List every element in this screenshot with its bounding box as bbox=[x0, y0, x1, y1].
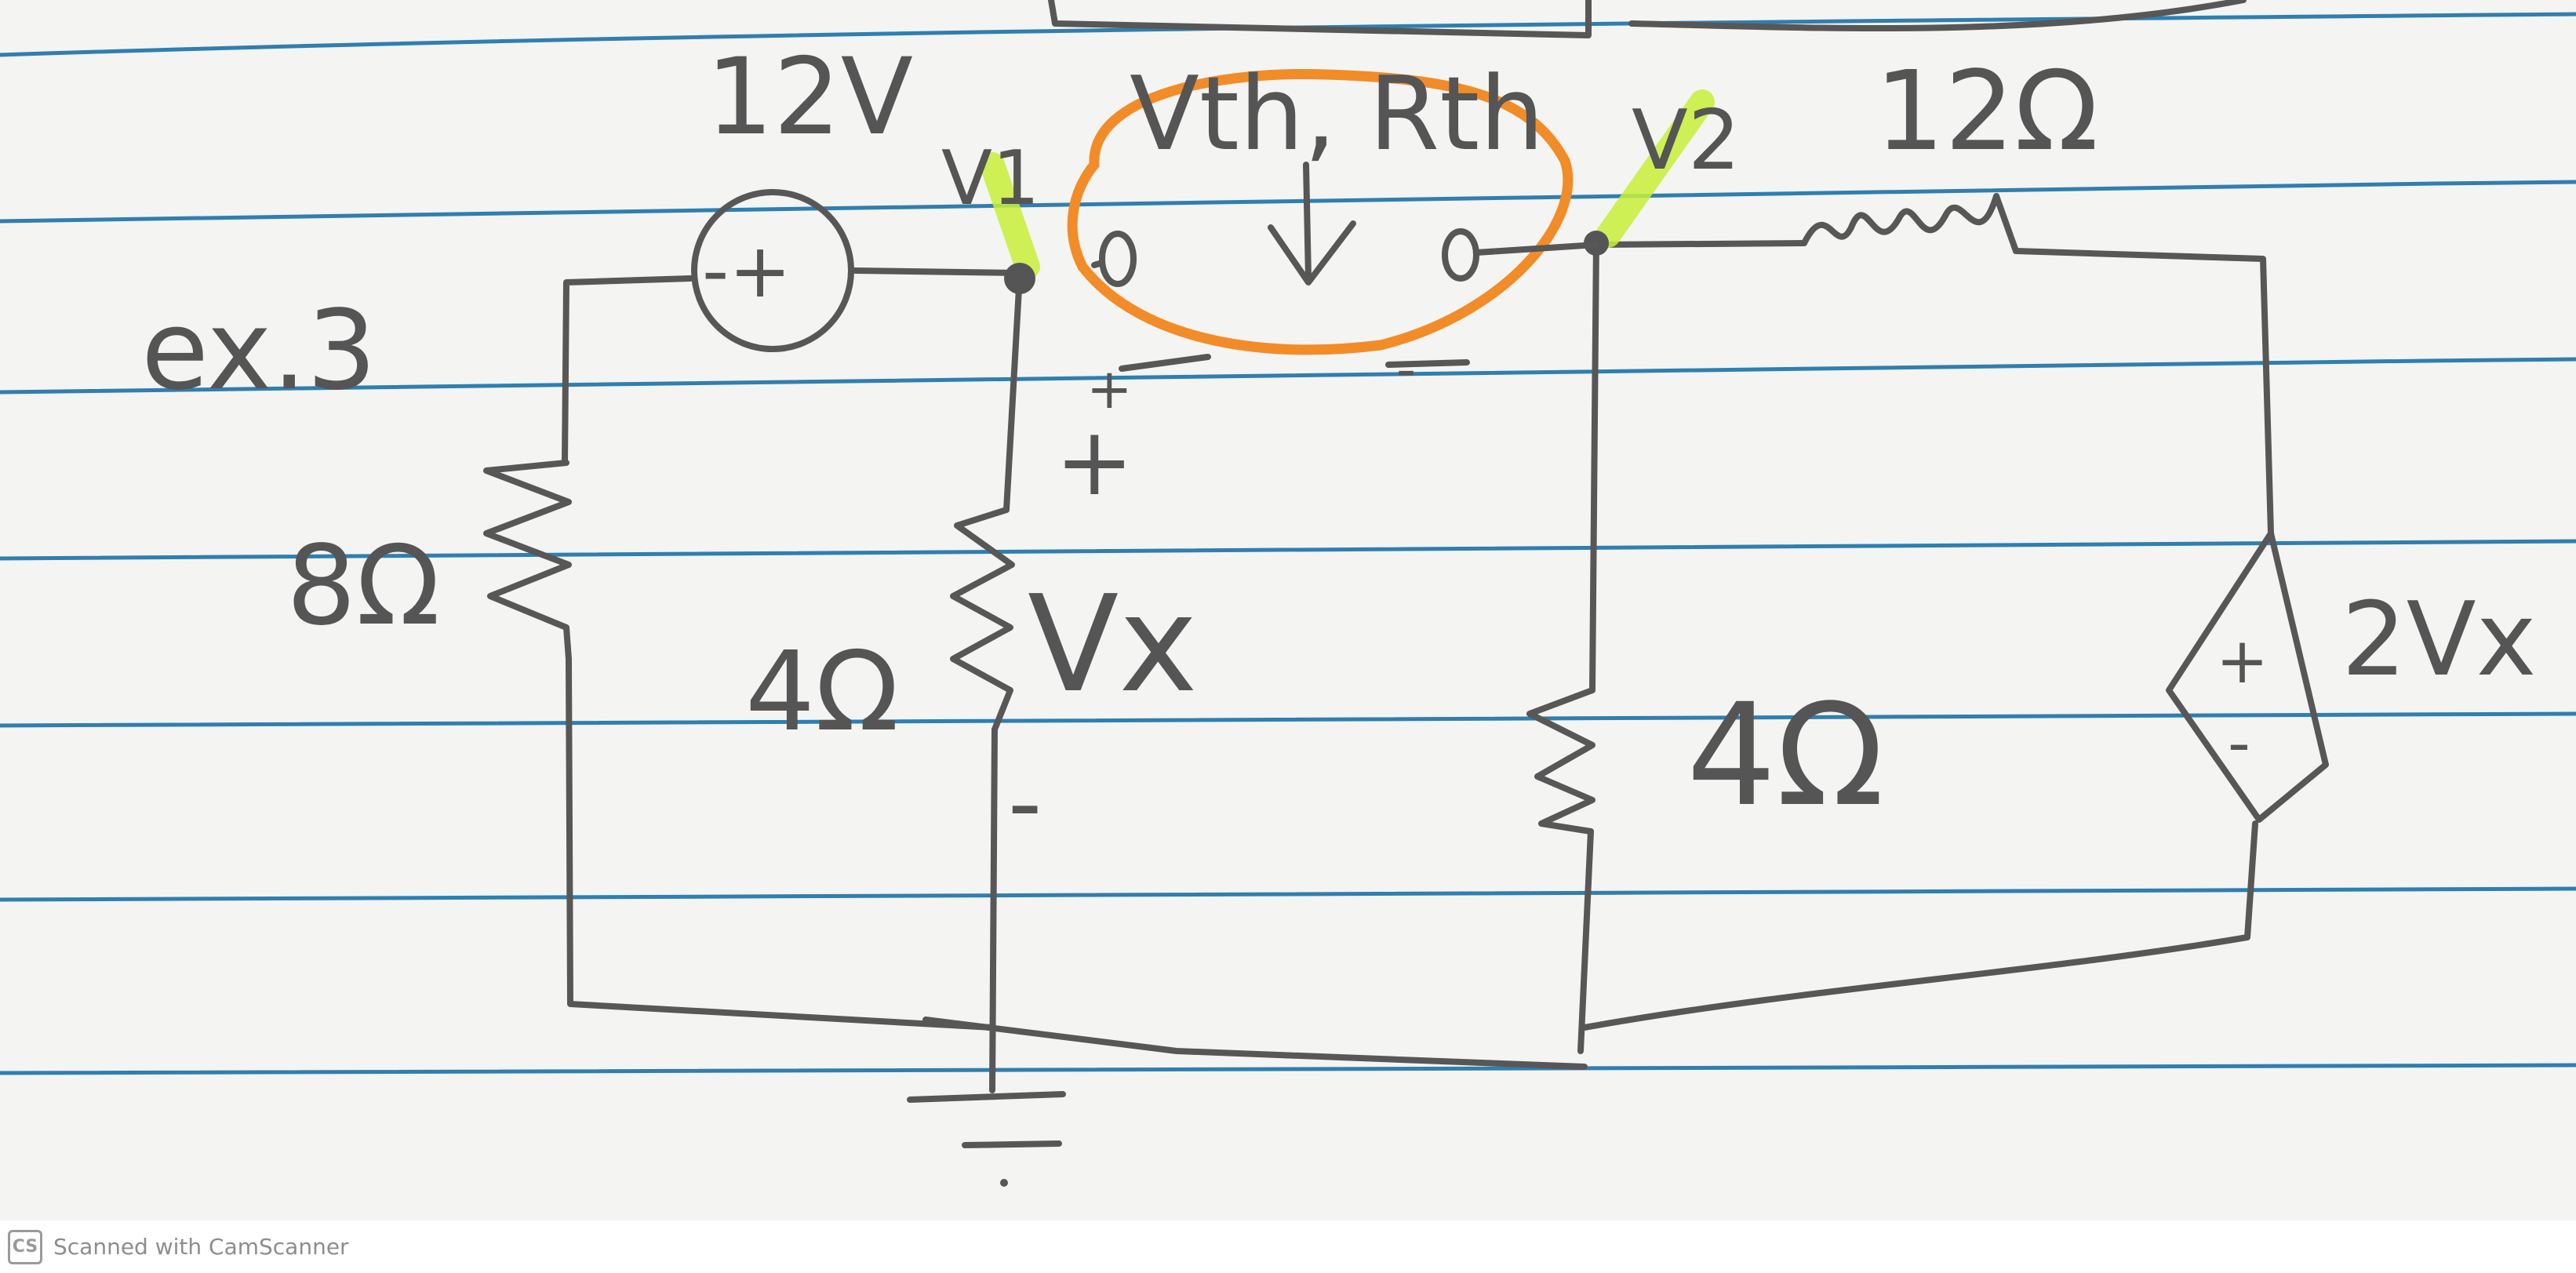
label-r-top: 12Ω bbox=[1875, 48, 2098, 176]
label-dep-plus: + bbox=[2216, 624, 2269, 697]
label-r-left: 8Ω bbox=[286, 522, 440, 650]
ground-symbol bbox=[907, 1091, 1066, 1187]
label-open-minus: - bbox=[1396, 337, 1416, 402]
wire-bottom bbox=[922, 1017, 1588, 1070]
resistor-4ohm-mid bbox=[950, 507, 1015, 733]
label-source-sign: -+ bbox=[702, 228, 791, 315]
thevenin-circle bbox=[1067, 69, 1574, 355]
label-example: ex.3 bbox=[141, 287, 377, 415]
wire-left-bottom bbox=[566, 656, 995, 1031]
node-v1-dot bbox=[1004, 263, 1035, 294]
label-source-voltage: 12V bbox=[706, 35, 913, 158]
circuit-wires bbox=[562, 236, 2274, 1093]
label-open-plus: + bbox=[1086, 357, 1133, 421]
voltage-source-12v bbox=[691, 189, 854, 352]
label-node-v1: V1 bbox=[941, 136, 1039, 222]
camscanner-text: Scanned with CamScanner bbox=[53, 1234, 349, 1260]
label-node-v2: V2 bbox=[1632, 93, 1741, 188]
wire-4ohm-down bbox=[989, 726, 998, 1093]
label-thevenin: Vth, Rth bbox=[1130, 54, 1545, 173]
wire-top-left bbox=[562, 275, 693, 466]
open-terminals bbox=[1091, 162, 1599, 372]
wire-12ohm-right bbox=[2013, 248, 2274, 536]
wire-dep-down bbox=[1581, 820, 2258, 1031]
resistor-8ohm bbox=[483, 460, 572, 662]
wire-v2-12ohm bbox=[1593, 240, 1807, 248]
scanner-footer: CS Scanned with CamScanner bbox=[0, 1220, 2576, 1273]
resistor-12ohm bbox=[1801, 193, 2019, 254]
label-vx: Vx bbox=[1028, 567, 1198, 722]
label-dep-minus: - bbox=[2228, 707, 2250, 780]
wire-v2-down bbox=[1589, 236, 1599, 693]
label-vx-minus: - bbox=[1008, 749, 1042, 858]
camscanner-logo: CS bbox=[8, 1229, 42, 1264]
label-r-mid: 4Ω bbox=[745, 628, 899, 756]
label-dep-value: 2Vx bbox=[2341, 580, 2537, 699]
label-vx-plus: + bbox=[1055, 408, 1134, 517]
label-r-right: 4Ω bbox=[1686, 674, 1884, 838]
wire-v1-down bbox=[1003, 271, 1023, 513]
rule-lines bbox=[0, 12, 2576, 1075]
wire-right-4ohm-down bbox=[1577, 828, 1594, 1054]
resistor-4ohm-right bbox=[1526, 687, 1595, 835]
node-highlights bbox=[980, 89, 1715, 279]
dependent-source bbox=[2166, 530, 2329, 823]
wire-source-v1 bbox=[852, 267, 1023, 276]
top-partial-sketch bbox=[1048, 0, 2247, 38]
